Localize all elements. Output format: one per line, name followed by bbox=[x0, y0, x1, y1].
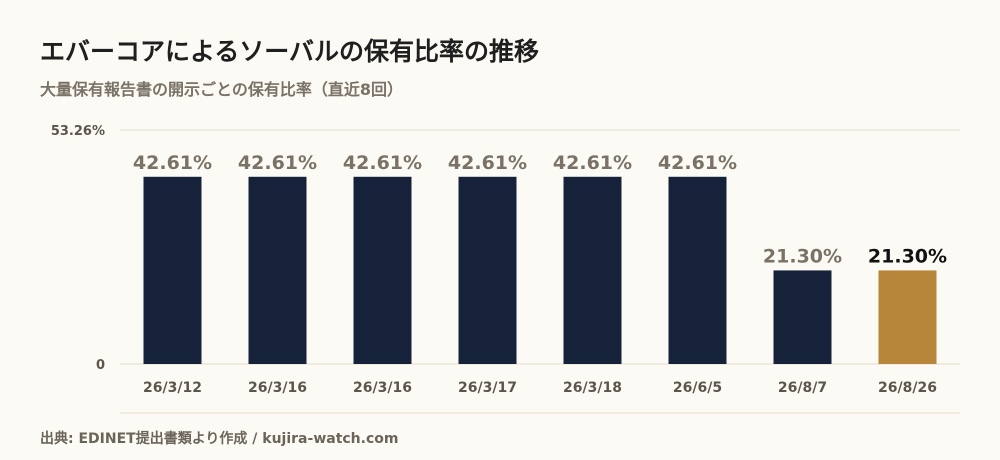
x-tick-label: 26/3/18 bbox=[563, 380, 622, 396]
chart-title: エバーコアによるソーバルの保有比率の推移 bbox=[40, 37, 540, 66]
bar bbox=[773, 270, 832, 364]
bar-value-label: 42.61% bbox=[238, 152, 317, 174]
bar bbox=[353, 176, 412, 364]
bar-value-label: 42.61% bbox=[133, 152, 212, 174]
bar bbox=[878, 270, 937, 364]
bar bbox=[668, 176, 727, 364]
x-axis-labels: 26/3/12 26/3/16 26/3/16 26/3/17 26/3/18 26/6/… bbox=[143, 380, 937, 396]
x-tick-label: 26/3/12 bbox=[143, 380, 202, 396]
y-tick-label: 53.26% bbox=[51, 124, 105, 139]
x-tick-label: 26/8/26 bbox=[878, 380, 937, 396]
value-labels: 42.61% 42.61% 42.61% 42.61% 42.61% 42.61% 21.3… bbox=[133, 152, 947, 268]
x-tick-label: 26/3/16 bbox=[248, 380, 307, 396]
x-tick-label: 26/6/5 bbox=[673, 380, 722, 396]
x-tick-label: 26/3/16 bbox=[353, 380, 412, 396]
bar-value-label: 21.30% bbox=[868, 245, 947, 267]
x-tick-label: 26/3/17 bbox=[458, 380, 517, 396]
bar-value-label: 42.61% bbox=[658, 152, 737, 174]
bar-value-label: 42.61% bbox=[343, 152, 422, 174]
chart-subtitle: 大量保有報告書の開示ごとの保有比率（直近8回） bbox=[40, 80, 403, 99]
bar-value-label: 42.61% bbox=[448, 152, 527, 174]
y-tick-label: 0 bbox=[96, 358, 105, 373]
bar bbox=[563, 176, 622, 364]
bar bbox=[248, 176, 307, 364]
y-axis-labels: 0 53.26% bbox=[51, 124, 105, 373]
bar-value-label: 42.61% bbox=[553, 152, 632, 174]
bar bbox=[458, 176, 517, 364]
source-footer: 出典: EDINET提出書類より作成 / kujira-watch.com bbox=[40, 431, 399, 447]
x-tick-label: 26/8/7 bbox=[778, 380, 827, 396]
bar-value-label: 21.30% bbox=[763, 245, 842, 267]
bar bbox=[143, 176, 202, 364]
bars bbox=[143, 176, 937, 364]
